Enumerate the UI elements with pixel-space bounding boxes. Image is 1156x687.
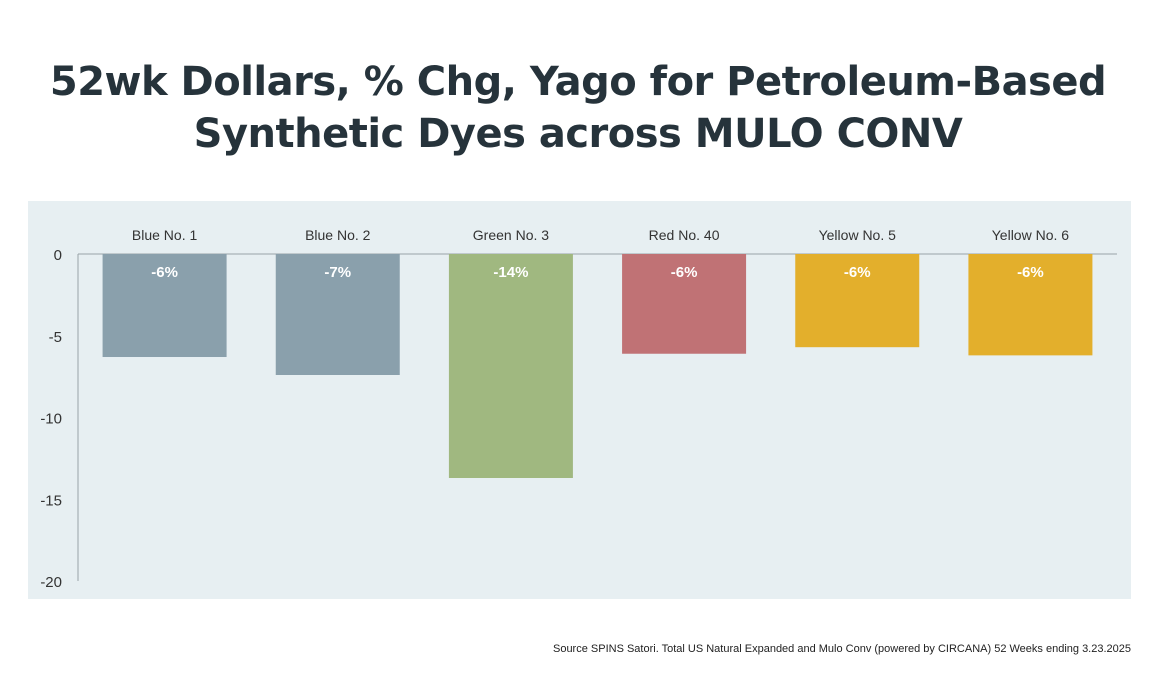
y-tick-label: -10: [40, 411, 62, 428]
bar-yellow-no-6: [968, 254, 1093, 356]
source-note: Source SPINS Satori. Total US Natural Ex…: [552, 643, 1131, 655]
y-tick-label: -15: [40, 492, 62, 509]
data-label: -14%: [493, 264, 528, 281]
y-tick-label: -5: [49, 329, 62, 346]
category-label: Blue No. 2: [305, 227, 371, 243]
category-label: Yellow No. 6: [992, 227, 1070, 243]
data-label: -6%: [1017, 264, 1044, 281]
bar-yellow-no-5: [795, 254, 920, 348]
category-label: Blue No. 1: [132, 227, 198, 243]
chart-title-line-2: Synthetic Dyes across MULO CONV: [193, 111, 963, 157]
bar-green-no-3: [448, 254, 573, 478]
data-label: -7%: [324, 264, 351, 281]
y-tick-label: 0: [54, 247, 62, 264]
data-label: -6%: [151, 264, 178, 281]
bar-blue-no-1: [102, 254, 227, 358]
data-label: -6%: [844, 264, 871, 281]
category-label: Yellow No. 5: [819, 227, 897, 243]
bar-red-no-40: [622, 254, 747, 354]
y-tick-label: -20: [40, 574, 62, 591]
chart-title: 52wk Dollars, % Chg, Yago for Petroleum-…: [0, 56, 1156, 160]
category-label: Red No. 40: [649, 227, 720, 243]
data-label: -6%: [671, 264, 698, 281]
category-label: Green No. 3: [473, 227, 549, 243]
bar-blue-no-2: [275, 254, 400, 375]
chart-title-line-1: 52wk Dollars, % Chg, Yago for Petroleum-…: [49, 59, 1107, 105]
